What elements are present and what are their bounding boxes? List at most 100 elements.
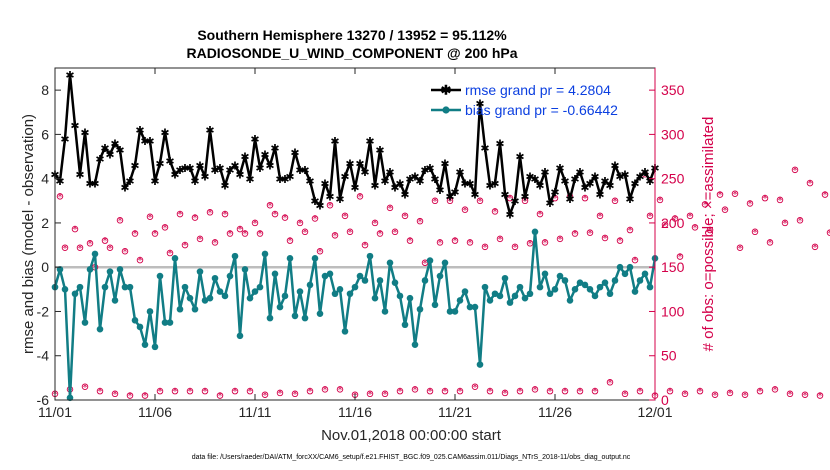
bias-point bbox=[211, 274, 219, 282]
x-tick-label: 11/26 bbox=[538, 404, 572, 420]
data-file-footnote: data file: /Users/raeder/DAI/ATM_forcXX/… bbox=[192, 454, 631, 461]
obs-assimilated-point: * bbox=[508, 194, 513, 205]
obs-assimilated-point: * bbox=[573, 229, 578, 240]
obs-possible-point bbox=[741, 391, 749, 398]
bias-point bbox=[81, 319, 89, 326]
obs-possible-point bbox=[541, 239, 549, 246]
x-tick-label: 11/21 bbox=[438, 404, 472, 420]
obs-possible-point bbox=[251, 219, 259, 227]
obs-assimilated-point: * bbox=[298, 219, 303, 230]
obs-assimilated-point: * bbox=[168, 249, 173, 260]
obs-possible-point bbox=[451, 237, 459, 244]
bias-point bbox=[216, 288, 224, 295]
obs-assimilated-point: * bbox=[783, 219, 788, 230]
y2-tick-label: 50 bbox=[661, 348, 677, 364]
obs-assimilated-point: * bbox=[153, 229, 158, 240]
obs-assimilated-point: * bbox=[278, 389, 283, 400]
obs-possible-point bbox=[456, 387, 464, 395]
x-tick-label: 11/01 bbox=[38, 404, 72, 420]
obs-assimilated-point: * bbox=[758, 387, 763, 398]
bias-point bbox=[86, 266, 94, 273]
rmse-point: ✱ bbox=[210, 164, 219, 177]
rmse-point: ✱ bbox=[520, 191, 529, 204]
obs-assimilated-point: * bbox=[743, 390, 748, 401]
rmse-point: ✱ bbox=[145, 135, 154, 148]
obs-possible-point bbox=[726, 389, 734, 397]
rmse-point: ✱ bbox=[295, 164, 304, 177]
obs-assimilated-point: * bbox=[318, 247, 323, 258]
bias-point bbox=[201, 297, 209, 304]
obs-assimilated-point: * bbox=[808, 179, 813, 190]
bias-point bbox=[146, 308, 154, 315]
obs-assimilated-point: * bbox=[408, 236, 413, 247]
obs-assimilated-point: * bbox=[583, 194, 588, 205]
obs-possible-point bbox=[386, 204, 394, 212]
obs-possible-point bbox=[211, 239, 219, 246]
rmse-point: ✱ bbox=[105, 149, 114, 162]
obs-possible-point bbox=[766, 239, 774, 246]
rmse-line bbox=[54, 73, 657, 216]
rmse-point: ✱ bbox=[505, 208, 514, 221]
bias-point bbox=[296, 288, 304, 295]
rmse-point: ✱ bbox=[95, 153, 104, 166]
obs-assimilated-point: * bbox=[403, 211, 408, 222]
obs-possible-point bbox=[126, 392, 134, 399]
y2-tick-label: 300 bbox=[661, 126, 685, 142]
rmse-point: ✱ bbox=[625, 193, 634, 206]
rmse-point: ✱ bbox=[205, 124, 214, 137]
obs-assimilated-point: * bbox=[593, 387, 598, 398]
obs-possible-point bbox=[141, 392, 149, 399]
obs-assimilated-point: * bbox=[103, 236, 108, 247]
rmse-point: ✱ bbox=[245, 173, 254, 186]
bias-point bbox=[486, 297, 494, 304]
obs-assimilated-point: * bbox=[773, 385, 778, 396]
rmse-point: ✱ bbox=[340, 171, 349, 184]
bias-point bbox=[186, 294, 194, 302]
obs-assimilated-point: * bbox=[818, 391, 823, 402]
obs-possible-point bbox=[236, 225, 244, 233]
obs-possible-point bbox=[601, 234, 609, 242]
obs-assimilated-point: * bbox=[358, 192, 363, 203]
obs-assimilated-point: * bbox=[718, 190, 723, 201]
rmse-point: ✱ bbox=[155, 157, 164, 170]
obs-possible-point bbox=[281, 214, 289, 221]
bias-point bbox=[576, 279, 584, 286]
obs-assimilated-point: * bbox=[188, 387, 193, 398]
obs-assimilated-point: * bbox=[273, 210, 278, 221]
obs-assimilated-point: * bbox=[713, 390, 718, 401]
bias-point bbox=[601, 279, 609, 286]
obs-assimilated-point: * bbox=[203, 387, 208, 398]
obs-assimilated-point: * bbox=[393, 227, 398, 238]
obs-possible-point bbox=[416, 217, 424, 225]
bias-point bbox=[381, 308, 389, 315]
obs-assimilated-point: * bbox=[218, 391, 223, 402]
obs-possible-point bbox=[71, 225, 79, 233]
obs-possible-point bbox=[376, 230, 384, 237]
obs-assimilated-point: * bbox=[623, 389, 628, 400]
rmse-point: ✱ bbox=[330, 135, 339, 148]
obs-possible-point bbox=[666, 387, 674, 395]
obs-possible-point bbox=[756, 387, 764, 395]
bias-point bbox=[456, 297, 464, 304]
obs-assimilated-point: * bbox=[448, 196, 453, 207]
bias-point bbox=[336, 286, 344, 293]
obs-possible-point bbox=[336, 386, 344, 393]
bias-point bbox=[191, 305, 199, 313]
rmse-point: ✱ bbox=[550, 186, 559, 199]
rmse-point: ✱ bbox=[475, 98, 484, 111]
obs-assimilated-point: * bbox=[473, 382, 478, 393]
obs-possible-point bbox=[116, 217, 124, 224]
obs-assimilated-point: * bbox=[328, 201, 333, 212]
obs-possible-point bbox=[396, 387, 404, 395]
obs-possible-point bbox=[96, 387, 104, 395]
bias-point bbox=[236, 332, 244, 340]
obs-assimilated-point: * bbox=[793, 165, 798, 176]
obs-possible-point bbox=[261, 391, 269, 398]
bias-point bbox=[611, 277, 619, 284]
obs-possible-point bbox=[706, 226, 714, 234]
legend-bias-label: bias grand pr = -0.66442 bbox=[465, 102, 618, 118]
obs-assimilated-point: * bbox=[633, 256, 638, 267]
rmse-point: ✱ bbox=[345, 157, 354, 170]
rmse-point: ✱ bbox=[100, 142, 109, 155]
rmse-point: ✱ bbox=[500, 188, 509, 201]
